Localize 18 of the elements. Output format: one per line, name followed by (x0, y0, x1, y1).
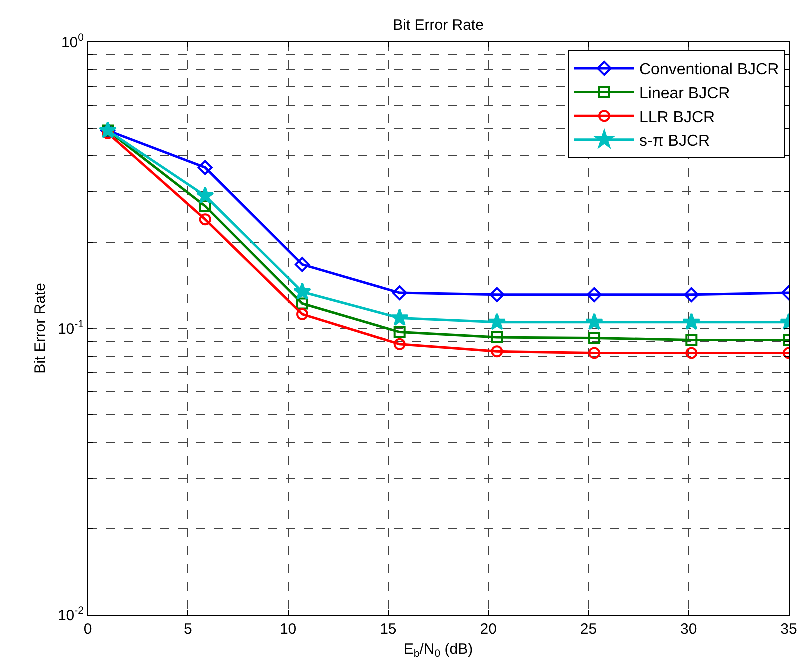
x-tick-label: 20 (480, 621, 497, 638)
legend-label: Conventional BJCR (639, 62, 780, 79)
x-tick-label: 0 (84, 621, 92, 638)
x-tick-label: 5 (184, 621, 192, 638)
x-tick-label: 15 (380, 621, 397, 638)
x-tick-label: 25 (580, 621, 598, 638)
y-tick-label: 10$^{0}$ (61, 32, 84, 52)
x-tick-label: 30 (680, 621, 698, 638)
y-tick-label: 10$^{-2}$ (58, 604, 84, 624)
legend-label: LLR BJCR (639, 109, 716, 126)
x-tick-label: 35 (780, 621, 798, 638)
legend-label: s-π BJCR (639, 133, 710, 150)
legend-label: Linear BJCR (639, 86, 730, 103)
y-tick-label: 10$^{-1}$ (58, 318, 84, 338)
x-axis-title: E$_{b}$/N$_{0}$ (dB) (404, 641, 474, 660)
x-tick-label: 10 (280, 621, 297, 638)
chart-title: Bit Error Rate (393, 17, 484, 34)
y-axis-title: Bit Error Rate (32, 283, 50, 374)
